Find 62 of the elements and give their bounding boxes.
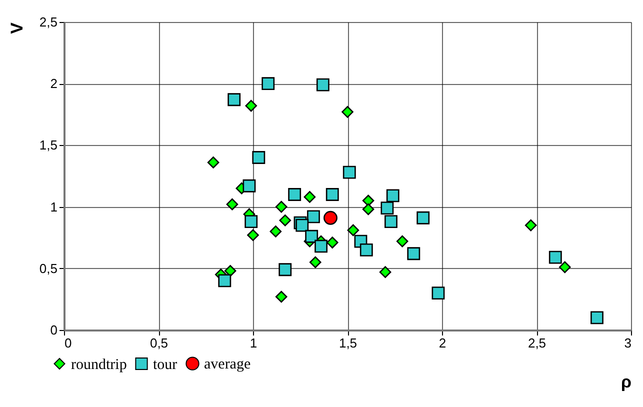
point <box>326 236 338 248</box>
x-axis-title: ρ <box>620 372 632 392</box>
point <box>384 215 398 228</box>
point <box>360 243 373 256</box>
point <box>245 100 258 112</box>
y-tick-label: 2 <box>50 76 58 92</box>
point <box>316 78 330 92</box>
y-tick-label: 2,5 <box>39 14 58 30</box>
point <box>207 156 220 168</box>
point <box>362 203 374 216</box>
x-tick-label: 0 <box>64 336 72 350</box>
point <box>342 106 354 118</box>
point <box>326 188 339 201</box>
point <box>226 198 238 210</box>
point <box>296 218 309 232</box>
x-tick-label: 1 <box>250 336 258 350</box>
point <box>288 188 302 201</box>
x-tick-label: 2,5 <box>528 336 546 350</box>
point <box>342 166 356 179</box>
point <box>270 226 282 238</box>
point <box>407 247 420 260</box>
point <box>590 311 604 324</box>
point <box>558 261 571 274</box>
point <box>309 256 322 268</box>
point <box>524 219 537 232</box>
point <box>228 93 241 106</box>
legend-label: roundtrip <box>71 356 127 373</box>
point <box>224 264 236 277</box>
point <box>416 211 430 224</box>
y-tick-label: 0 <box>50 322 58 338</box>
legend-label: average <box>204 356 251 373</box>
point <box>279 214 292 226</box>
point <box>305 230 318 243</box>
point <box>304 191 316 203</box>
point <box>242 179 256 192</box>
point <box>324 210 338 225</box>
y-tick-label: 1 <box>50 199 58 214</box>
point <box>275 290 288 303</box>
point <box>347 224 360 236</box>
point <box>379 266 392 278</box>
point <box>244 215 258 228</box>
point <box>275 200 288 213</box>
point <box>278 263 292 276</box>
y-axis-title: V <box>8 22 26 34</box>
x-tick-label: 0,5 <box>150 336 168 350</box>
x-tick-label: 2 <box>438 336 446 350</box>
x-tick-label: 3 <box>624 336 632 350</box>
point <box>252 151 266 164</box>
legend-label: tour <box>153 356 178 373</box>
point <box>432 286 445 300</box>
y-tick-label: 0,5 <box>39 260 58 276</box>
x-tick-label: 1,5 <box>338 336 358 350</box>
point <box>380 202 394 214</box>
point <box>386 189 400 202</box>
point <box>262 77 275 90</box>
point <box>218 274 232 288</box>
point <box>247 229 259 242</box>
point <box>307 210 320 224</box>
point <box>314 240 328 253</box>
point <box>396 235 408 248</box>
y-tick-label: 1,5 <box>39 138 58 153</box>
point <box>548 250 562 264</box>
